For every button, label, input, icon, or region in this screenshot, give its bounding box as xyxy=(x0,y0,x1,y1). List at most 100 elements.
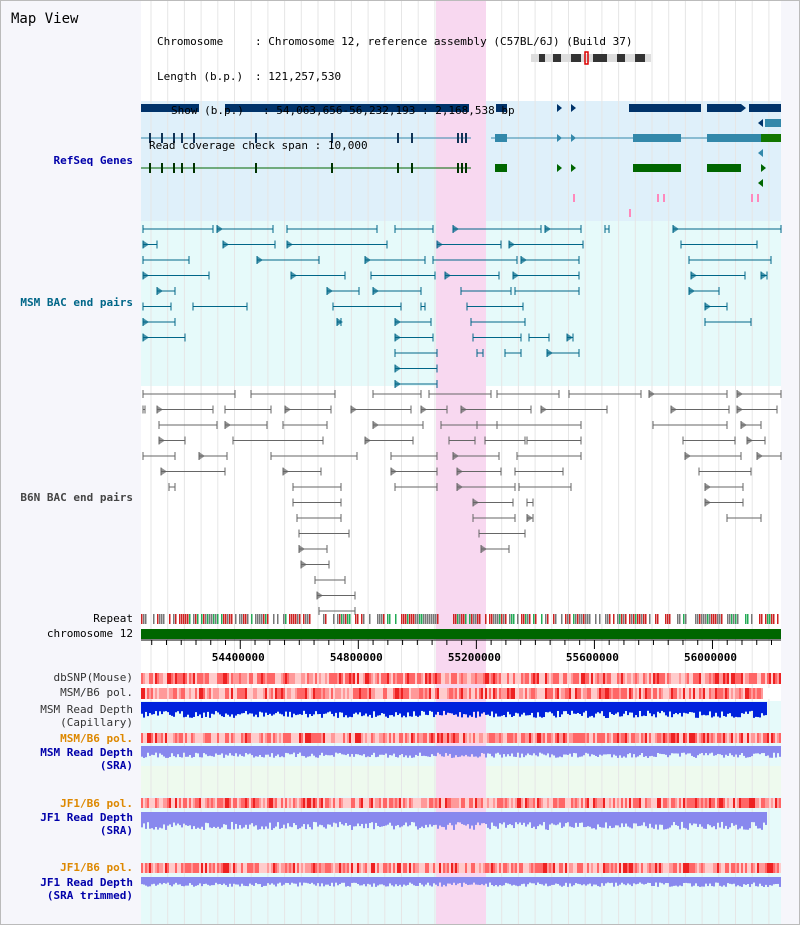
msm-depth-capillary-bar xyxy=(141,702,143,714)
repeat-mark xyxy=(403,614,405,624)
jf1-b6-pol2-cell xyxy=(243,863,245,873)
track-label-jf1-b6-pol[interactable]: JF1/B6 pol. xyxy=(60,797,133,810)
track-label-msm-b6-pol-2[interactable]: MSM/B6 pol. xyxy=(60,732,133,745)
jf1-depth-trimmed-bar xyxy=(655,877,657,883)
repeat-mark xyxy=(261,614,263,624)
jf1-b6-pol2-cell xyxy=(165,863,167,873)
msm-depth-capillary-bar xyxy=(761,702,763,714)
jf1-b6-pol2-cell xyxy=(545,863,547,873)
track-label-refseq[interactable]: RefSeq Genes xyxy=(53,154,133,167)
jf1-depth-trimmed-bar xyxy=(727,877,729,884)
track-label-b6n-bac[interactable]: B6N BAC end pairs xyxy=(20,491,133,504)
jf1-depth-sra-bar xyxy=(607,812,609,829)
msm-depth-sra-bar xyxy=(497,746,499,753)
jf1-b6-pol-cell xyxy=(299,798,301,808)
jf1-b6-pol-cell xyxy=(565,798,567,808)
dbsnp-cell xyxy=(389,673,391,684)
track-label-dbsnp[interactable]: dbSNP(Mouse) xyxy=(53,671,133,684)
jf1-depth-trimmed-bar xyxy=(293,877,295,884)
jf1-depth-trimmed-bar xyxy=(223,877,225,884)
jf1-b6-pol2-cell xyxy=(229,863,231,873)
jf1-depth-sra-bar xyxy=(221,812,223,828)
track-label-msm-depth-capillary[interactable]: MSM Read Depth xyxy=(40,703,133,716)
jf1-b6-pol2-cell xyxy=(519,863,521,873)
msm-b6-pol-cell xyxy=(281,688,283,699)
jf1-b6-pol-cell xyxy=(355,798,357,808)
jf1-depth-trimmed-bar xyxy=(679,877,681,886)
gene-bar xyxy=(495,134,507,142)
jf1-b6-pol2-cell xyxy=(697,863,699,873)
msm-depth-sra-bar xyxy=(561,746,563,758)
track-label-msm-b6-pol[interactable]: MSM/B6 pol. xyxy=(60,686,133,699)
msm-b6-pol-cell xyxy=(563,688,565,699)
msm-depth-sra-bar xyxy=(661,746,663,755)
dbsnp-cell xyxy=(571,673,573,684)
msm-b6-pol2-cell xyxy=(283,733,285,743)
jf1-depth-trimmed-bar xyxy=(331,877,333,883)
msm-depth-sra-bar xyxy=(717,746,719,754)
dbsnp-cell xyxy=(161,673,163,684)
jf1-depth-trimmed-bar xyxy=(361,877,363,886)
msm-b6-pol-cell xyxy=(535,688,537,699)
msm-depth-capillary-bar xyxy=(263,702,265,717)
jf1-b6-pol2-cell xyxy=(289,863,291,873)
jf1-depth-sra-bar xyxy=(517,812,519,825)
jf1-depth-trimmed-bar xyxy=(291,877,293,883)
snp-tick xyxy=(657,194,659,202)
jf1-b6-pol-cell xyxy=(761,798,763,808)
jf1-b6-pol-cell xyxy=(485,798,487,808)
msm-b6-pol-cell xyxy=(269,688,271,699)
length-value: 121,257,530 xyxy=(268,69,342,83)
jf1-b6-pol-cell xyxy=(345,798,347,808)
msm-b6-pol-cell xyxy=(143,688,145,699)
track-label-msm-bac[interactable]: MSM BAC end pairs xyxy=(20,296,133,309)
dbsnp-cell xyxy=(371,673,373,684)
msm-b6-pol-cell xyxy=(551,688,553,699)
msm-b6-pol-cell xyxy=(585,688,587,699)
jf1-b6-pol-cell xyxy=(371,798,373,808)
dbsnp-cell xyxy=(141,673,143,684)
jf1-b6-pol2-cell xyxy=(345,863,347,873)
repeat-mark xyxy=(567,614,569,624)
dbsnp-cell xyxy=(345,673,347,684)
msm-b6-pol2-cell xyxy=(147,733,149,743)
gene-arrow xyxy=(571,104,576,112)
track-label-jf1-depth-trimmed[interactable]: JF1 Read Depth xyxy=(40,876,133,889)
dbsnp-cell xyxy=(201,673,203,684)
msm-b6-pol-cell xyxy=(191,688,193,699)
jf1-depth-trimmed-bar xyxy=(323,877,325,887)
track-label-repeat[interactable]: Repeat xyxy=(93,612,133,625)
msm-b6-pol2-cell xyxy=(563,733,565,743)
msm-depth-sra-bar xyxy=(249,746,251,754)
msm-depth-capillary-bar xyxy=(255,702,257,715)
msm-depth-sra-bar xyxy=(657,746,659,754)
jf1-b6-pol-cell xyxy=(547,798,549,808)
jf1-depth-sra-bar xyxy=(759,812,761,829)
msm-depth-capillary-bar xyxy=(647,702,649,711)
jf1-b6-pol-cell xyxy=(655,798,657,808)
jf1-depth-sra-bar xyxy=(383,812,385,827)
jf1-b6-pol-cell xyxy=(675,798,677,808)
msm-b6-pol2-cell xyxy=(659,733,661,743)
msm-b6-pol2-cell xyxy=(219,733,221,743)
msm-b6-pol-cell xyxy=(415,688,417,699)
repeat-mark xyxy=(759,614,761,624)
repeat-mark xyxy=(735,614,737,624)
track-label-jf1-depth-sra[interactable]: JF1 Read Depth xyxy=(40,811,133,824)
msm-depth-capillary-bar xyxy=(233,702,235,718)
jf1-depth-sra-bar xyxy=(145,812,147,829)
jf1-b6-pol-cell xyxy=(511,798,513,808)
jf1-b6-pol-cell xyxy=(397,798,399,808)
jf1-b6-pol2-cell xyxy=(721,863,723,873)
msm-b6-pol2-cell xyxy=(645,733,647,743)
msm-bac-pair-arrow xyxy=(395,380,401,388)
msm-depth-capillary-bar xyxy=(439,702,441,716)
track-label-msm-depth-sra[interactable]: MSM Read Depth xyxy=(40,746,133,759)
dbsnp-cell xyxy=(775,673,777,684)
dbsnp-cell xyxy=(441,673,443,684)
jf1-b6-pol2-cell xyxy=(419,863,421,873)
jf1-depth-trimmed-bar xyxy=(623,877,625,885)
track-label-jf1-b6-pol-2[interactable]: JF1/B6 pol. xyxy=(60,861,133,874)
dbsnp-cell xyxy=(637,673,639,684)
